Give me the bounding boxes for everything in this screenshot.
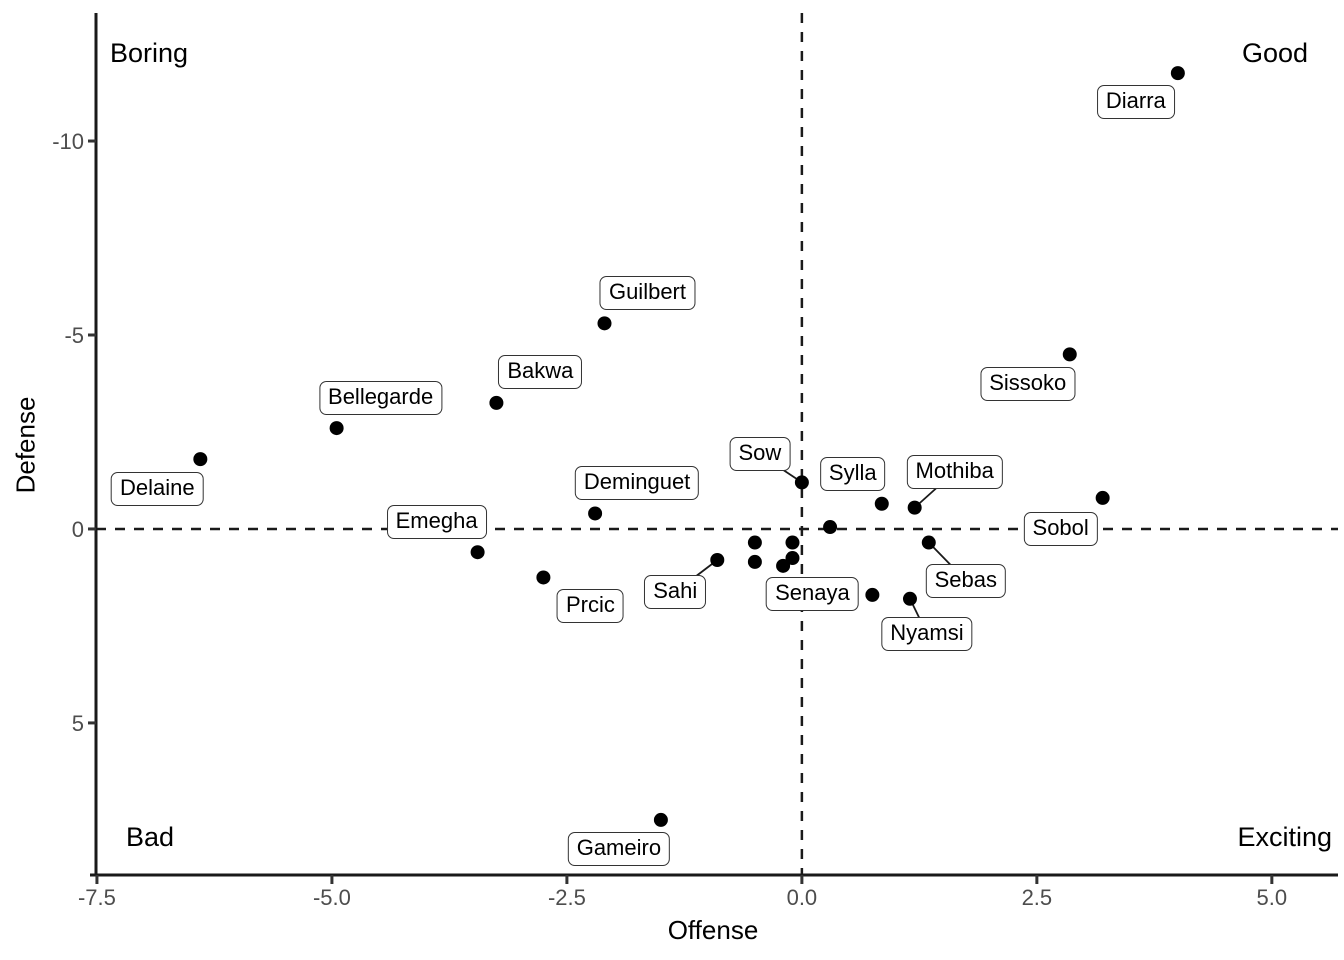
data-point — [747, 535, 762, 550]
quadrant-label-good: Good — [1241, 38, 1308, 68]
data-point — [489, 395, 504, 410]
point-label-sobol: Sobol — [1023, 511, 1098, 546]
point-label-gameiro: Gameiro — [567, 831, 671, 866]
y-tick-label: -5 — [64, 323, 84, 348]
data-point — [1170, 66, 1185, 81]
point-label-mothiba: Mothiba — [906, 454, 1003, 489]
point-label-senaya: Senaya — [766, 576, 859, 611]
x-tick-label: -2.5 — [548, 885, 586, 910]
data-point — [1095, 490, 1110, 505]
x-tick-label: 2.5 — [1022, 885, 1053, 910]
x-tick-label: -7.5 — [78, 885, 116, 910]
point-label-prcic: Prcic — [556, 589, 624, 624]
data-point — [193, 452, 208, 467]
x-tick-label: -5.0 — [313, 885, 351, 910]
data-point — [653, 812, 668, 827]
data-point — [785, 551, 800, 566]
data-point — [470, 545, 485, 560]
y-tick-label: 5 — [72, 711, 84, 736]
x-tick-label: 0.0 — [787, 885, 818, 910]
data-point — [776, 558, 791, 573]
point-label-sow: Sow — [729, 437, 791, 472]
data-point — [536, 570, 551, 585]
point-label-emegha: Emegha — [386, 505, 487, 540]
x-tick-label: 5.0 — [1257, 885, 1288, 910]
point-label-delaine: Delaine — [111, 472, 204, 507]
data-point — [1062, 347, 1077, 362]
point-label-sebas: Sebas — [925, 563, 1006, 598]
x-axis-title: Offense — [667, 915, 759, 945]
data-point — [921, 535, 936, 550]
point-label-bakwa: Bakwa — [498, 354, 583, 389]
data-point — [588, 506, 603, 521]
data-point — [902, 591, 917, 606]
point-label-diarra: Diarra — [1096, 85, 1175, 120]
data-point — [710, 552, 725, 567]
point-label-sissoko: Sissoko — [980, 367, 1076, 402]
data-point — [785, 535, 800, 550]
quadrant-label-boring: Boring — [110, 38, 189, 68]
point-label-deminguet: Deminguet — [574, 466, 700, 501]
data-point — [329, 421, 344, 436]
point-label-sahi: Sahi — [644, 574, 707, 609]
point-label-bellegarde: Bellegarde — [319, 381, 443, 416]
point-label-guilbert: Guilbert — [599, 276, 696, 311]
data-point — [907, 500, 922, 515]
data-point — [747, 554, 762, 569]
point-label-sylla: Sylla — [819, 456, 886, 491]
y-tick-label: -10 — [52, 129, 84, 154]
y-tick-label: 0 — [72, 517, 84, 542]
y-axis-title: Defense — [10, 396, 41, 494]
data-point — [865, 587, 880, 602]
point-label-nyamsi: Nyamsi — [881, 616, 973, 651]
data-point — [874, 496, 889, 511]
quadrant-label-exciting: Exciting — [1237, 822, 1332, 852]
quadrant-label-bad: Bad — [126, 822, 175, 852]
data-point — [794, 475, 809, 490]
data-point — [597, 316, 612, 331]
data-point — [823, 520, 838, 535]
